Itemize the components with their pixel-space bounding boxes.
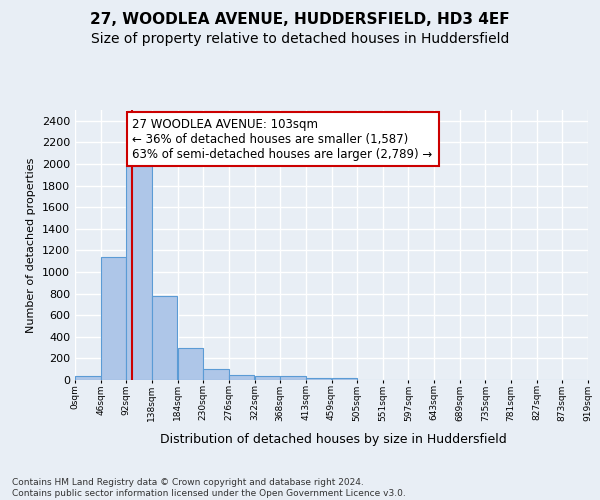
Bar: [101, 258, 126, 380]
Bar: [306, 378, 331, 380]
Bar: [127, 166, 152, 380]
Bar: [75, 376, 101, 380]
Bar: [178, 348, 203, 380]
Text: Contains HM Land Registry data © Crown copyright and database right 2024.
Contai: Contains HM Land Registry data © Crown c…: [12, 478, 406, 498]
Bar: [152, 296, 178, 380]
Text: Size of property relative to detached houses in Huddersfield: Size of property relative to detached ho…: [91, 32, 509, 46]
Bar: [332, 378, 357, 380]
Text: Distribution of detached houses by size in Huddersfield: Distribution of detached houses by size …: [160, 432, 506, 446]
Bar: [203, 369, 229, 380]
Bar: [229, 375, 254, 380]
Text: 27, WOODLEA AVENUE, HUDDERSFIELD, HD3 4EF: 27, WOODLEA AVENUE, HUDDERSFIELD, HD3 4E…: [90, 12, 510, 28]
Bar: [254, 376, 280, 380]
Y-axis label: Number of detached properties: Number of detached properties: [26, 158, 37, 332]
Bar: [280, 376, 306, 380]
Text: 27 WOODLEA AVENUE: 103sqm
← 36% of detached houses are smaller (1,587)
63% of se: 27 WOODLEA AVENUE: 103sqm ← 36% of detac…: [133, 118, 433, 160]
